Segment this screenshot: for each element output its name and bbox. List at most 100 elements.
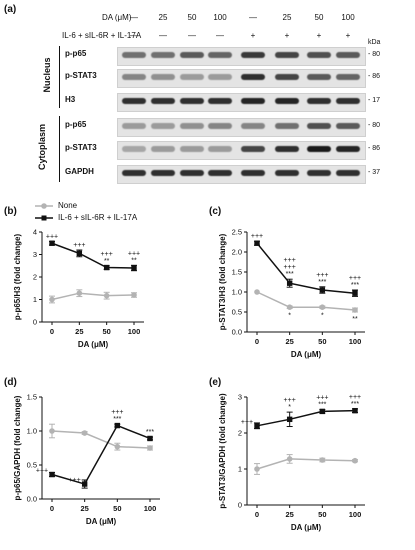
significance-mark: +++: [284, 264, 296, 271]
blot-band: [275, 170, 299, 176]
data-point-none: [103, 292, 110, 299]
data-point-none: [319, 304, 326, 310]
data-point-treated: [319, 408, 326, 415]
data-point-treated: [352, 407, 358, 414]
data-point-none: [352, 457, 358, 464]
blot-row-label: p-p65: [65, 49, 87, 58]
legend-treated-marker: [41, 215, 47, 221]
blot-row-label: GAPDH: [65, 167, 94, 176]
series-line: [51, 242, 135, 269]
blot-band: [336, 146, 360, 152]
kda-unit: kDa: [368, 39, 381, 46]
blot-band: [241, 52, 265, 58]
blot-band: [208, 74, 232, 80]
x-tick-label: 0: [50, 504, 54, 513]
treatment-value: —: [216, 31, 224, 40]
x-axis-label: DA (μM): [291, 350, 322, 359]
data-point-treated: [147, 435, 153, 442]
treatment-value: +: [345, 31, 351, 40]
y-tick-label: 1: [238, 465, 242, 474]
blot-band: [151, 146, 175, 152]
x-tick-label: 25: [285, 337, 293, 346]
kda-marker: - 17: [368, 97, 381, 104]
blot-band: [336, 52, 360, 58]
blot-band: [241, 98, 265, 104]
blot-band: [180, 170, 204, 176]
series-line: [256, 291, 356, 311]
data-point-treated: [103, 264, 110, 271]
legend-none-marker: [41, 203, 47, 209]
data-point-treated: [49, 240, 55, 246]
blot-band: [307, 123, 331, 129]
data-point-none: [286, 456, 293, 462]
data-point-treated: [131, 265, 137, 271]
significance-mark: *: [321, 312, 324, 319]
blot-band: [241, 170, 265, 176]
x-axis-label: DA (μM): [78, 340, 109, 349]
kda-marker: - 86: [368, 145, 381, 152]
y-axis-label: p-p65/GAPDH (fold change): [13, 395, 22, 500]
significance-mark: +++: [73, 242, 85, 249]
x-tick-label: 50: [318, 337, 326, 346]
blot-band: [208, 52, 232, 58]
chart-e: (e) 0 1 2 3 0 25 50 100 DA (μM) p-STAT3/GAPDH (fol…: [209, 377, 365, 532]
data-point-treated: [254, 423, 260, 429]
blot-band: [122, 123, 146, 129]
significance-mark: ***: [113, 416, 121, 423]
series-line: [256, 409, 356, 427]
cytoplasm-section-label: Cytoplasm: [37, 124, 47, 171]
treatment-value: +: [284, 31, 290, 40]
blot-band: [307, 52, 331, 58]
y-tick-label: 1.5: [232, 268, 242, 277]
y-axis-label: p-p65/H3 (fold change): [13, 234, 22, 321]
treatment-label: IL-6 + sIL-6R + IL-17A: [62, 31, 142, 40]
significance-mark: +++: [349, 394, 361, 401]
x-tick-label: 0: [255, 337, 259, 346]
data-point-treated: [114, 422, 121, 429]
blot-band: [275, 123, 299, 129]
blot-band: [151, 123, 175, 129]
dose-value: 100: [341, 13, 355, 22]
y-tick-label: 0: [33, 318, 37, 327]
y-axis-label: p-STAT3/GAPDH (fold change): [218, 393, 227, 509]
chart-b: (b) 0 1 2 3 4 0 25 50 100 DA (μM) p-p65/H3 (fold ch…: [4, 206, 144, 349]
data-point-none: [147, 445, 153, 451]
legend-none-label: None: [58, 201, 78, 210]
panel-letter: (d): [4, 377, 17, 388]
blot-band: [307, 170, 331, 176]
blot-row-label: p-STAT3: [65, 71, 97, 80]
significance-mark: ***: [146, 429, 154, 436]
blot-band: [151, 74, 175, 80]
blot-band: [208, 123, 232, 129]
kda-marker: - 86: [368, 73, 381, 80]
dose-value: 25: [158, 13, 168, 22]
data-point-none: [114, 443, 121, 450]
data-point-treated: [81, 481, 88, 487]
data-point-treated: [49, 471, 55, 478]
data-point-none: [319, 457, 326, 463]
blot-row-label: p-p65: [65, 120, 87, 129]
blot-band: [208, 170, 232, 176]
x-tick-label: 25: [80, 504, 88, 513]
nucleus-section-label: Nucleus: [42, 57, 52, 93]
dose-value: 100: [213, 13, 227, 22]
significance-mark: +++: [284, 397, 296, 404]
x-tick-label: 0: [255, 510, 259, 519]
significance-mark: +++: [46, 233, 58, 240]
significance-mark: +++: [251, 233, 263, 240]
significance-mark: ***: [351, 282, 359, 289]
data-point-none: [49, 428, 55, 434]
blot-band: [336, 123, 360, 129]
cytoplasm-bracket: [59, 116, 60, 182]
y-tick-label: 0.5: [232, 308, 242, 317]
dose-value: 25: [282, 13, 292, 22]
blot-band: [241, 123, 265, 129]
blot-band: [180, 74, 204, 80]
chart-c: (c) 0.0 0.5 1.0 1.5 2.0 2.5 0 25 50 100 DA (μM) p-ST…: [209, 206, 365, 359]
blot-band: [122, 74, 146, 80]
x-tick-label: 25: [285, 510, 293, 519]
significance-mark: ***: [318, 279, 326, 286]
chart-d: (d) 0.0 0.5 1.0 1.5 0 25 50 100 DA (μM) p-p65/GAPD…: [4, 377, 160, 526]
series-line: [256, 458, 356, 470]
y-tick-label: 2: [33, 273, 37, 282]
